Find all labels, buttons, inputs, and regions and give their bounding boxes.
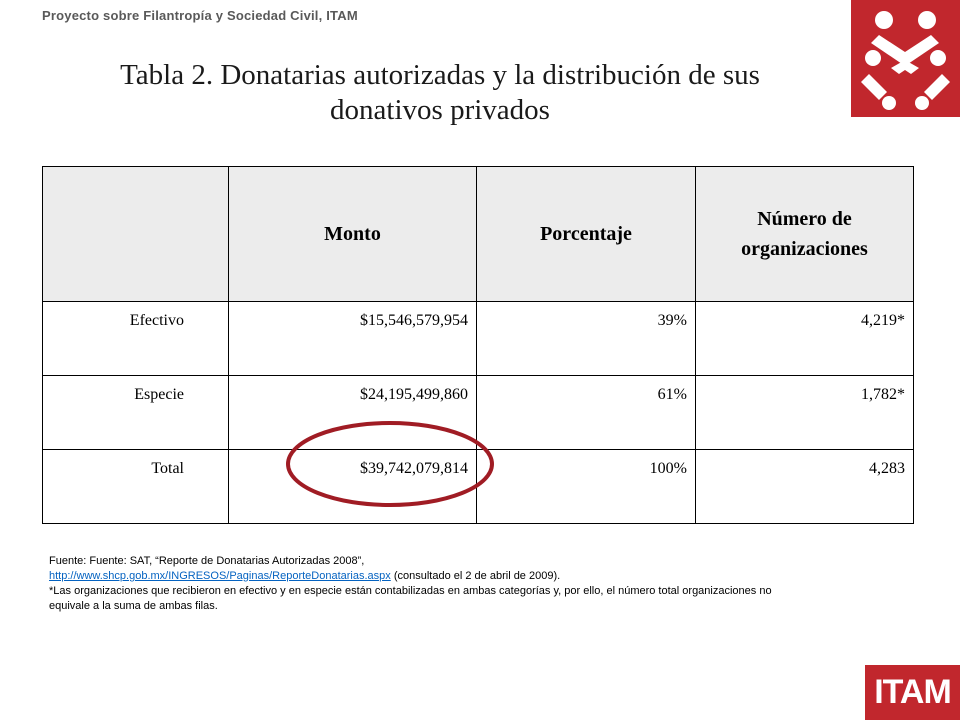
header-cell-empty — [42, 166, 229, 302]
title-line-1: Tabla 2. Donatarias autorizadas y la dis… — [120, 59, 760, 91]
header-cell-porcentaje: Porcentaje — [476, 166, 696, 302]
monto-cell: $24,195,499,860 — [228, 375, 477, 450]
table-header-row: Monto Porcentaje Número de organizacione… — [42, 166, 914, 302]
footnote-consulted: (consultado el 2 de abril de 2009). — [390, 570, 561, 582]
header-cell-organizaciones: Número de organizaciones — [695, 166, 914, 302]
slide-title: Tabla 2. Donatarias autorizadas y la dis… — [20, 58, 860, 128]
header-cell-monto: Monto — [228, 166, 477, 302]
organizaciones-cell: 4,283 — [695, 449, 914, 524]
itam-logo-text: ITAM — [874, 673, 952, 711]
footnote: Fuente: Fuente: SAT, “Reporte de Donatar… — [49, 554, 809, 614]
porcentaje-cell: 100% — [476, 449, 696, 524]
logo-icon — [851, 0, 960, 117]
footnote-note: *Las organizaciones que recibieron en ef… — [49, 585, 772, 612]
organizaciones-cell: 1,782* — [695, 375, 914, 450]
organizaciones-cell: 4,219* — [695, 301, 914, 376]
source-link[interactable]: http://www.shcp.gob.mx/INGRESOS/Paginas/… — [49, 570, 391, 582]
data-table: Monto Porcentaje Número de organizacione… — [42, 166, 914, 524]
title-line-2: donativos privados — [330, 94, 550, 126]
row-label: Especie — [42, 375, 229, 450]
porcentaje-cell: 61% — [476, 375, 696, 450]
porcentaje-cell: 39% — [476, 301, 696, 376]
monto-cell: $15,546,579,954 — [228, 301, 477, 376]
header-text: Proyecto sobre Filantropía y Sociedad Ci… — [42, 8, 358, 23]
monto-cell: $39,742,079,814 — [228, 449, 477, 524]
data-table-container: Monto Porcentaje Número de organizacione… — [42, 166, 914, 524]
row-label: Total — [42, 449, 229, 524]
footnote-source: Fuente: Fuente: SAT, “Reporte de Donatar… — [49, 555, 365, 567]
itam-logo-icon: ITAM — [865, 665, 960, 720]
table-row: Efectivo $15,546,579,954 39% 4,219* — [42, 301, 914, 376]
table-row: Especie $24,195,499,860 61% 1,782* — [42, 375, 914, 450]
logo-graphic — [861, 11, 950, 110]
table-row: Total $39,742,079,814 100% 4,283 — [42, 449, 914, 524]
row-label: Efectivo — [42, 301, 229, 376]
footnote-link-line: http://www.shcp.gob.mx/INGRESOS/Paginas/… — [49, 569, 809, 584]
